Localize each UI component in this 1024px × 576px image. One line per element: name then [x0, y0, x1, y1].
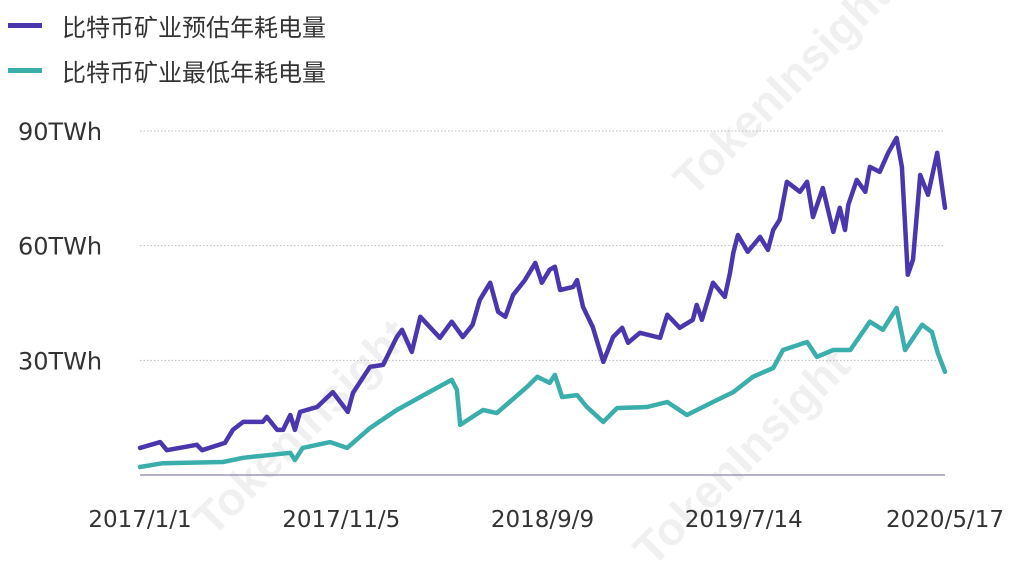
- x-tick-label: 2018/9/9: [491, 507, 594, 533]
- x-tick-label: 2017/1/1: [88, 507, 191, 533]
- series-line-estimated: [140, 138, 945, 450]
- y-tick-label: 30TWh: [18, 347, 102, 375]
- y-tick-label: 90TWh: [18, 118, 102, 146]
- x-tick-label: 2020/5/17: [886, 507, 1004, 533]
- x-tick-label: 2017/11/5: [282, 507, 400, 533]
- line-chart: 30TWh 60TWh 90TWh 2017/1/1 2017/11/5 2018/9/9…: [0, 0, 1024, 552]
- y-tick-label: 60TWh: [18, 233, 102, 261]
- series-line-minimum: [140, 308, 945, 467]
- x-tick-label: 2019/7/14: [685, 507, 803, 533]
